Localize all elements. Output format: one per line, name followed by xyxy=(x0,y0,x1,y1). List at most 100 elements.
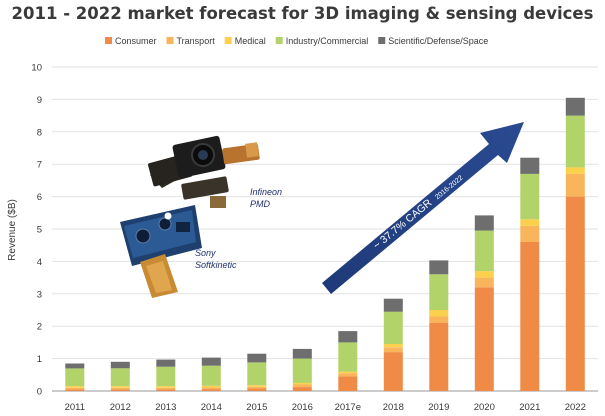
bar-2022-industry-commercial xyxy=(565,115,585,168)
bar-2014-industry-commercial xyxy=(201,365,221,386)
legend-swatch-consumer xyxy=(105,37,112,44)
bar-2016-transport xyxy=(292,384,312,388)
bar-2016-industry-commercial xyxy=(292,358,312,383)
y-tick-label: 10 xyxy=(31,63,42,74)
x-tick-label: 2022 xyxy=(565,402,586,413)
bar-2016-medical xyxy=(292,382,312,385)
y-tick-label: 5 xyxy=(37,225,42,236)
bars xyxy=(65,97,585,391)
bar-2022-medical xyxy=(565,167,585,174)
y-tick-label: 8 xyxy=(37,127,42,138)
chart-title: 2011 - 2022 market forecast for 3D imagi… xyxy=(11,4,594,23)
x-tick-label: 2020 xyxy=(474,402,495,413)
bar-2014-transport xyxy=(201,387,221,389)
legend-swatch-scientific-defense-space xyxy=(378,37,386,44)
bar-2013-transport xyxy=(156,387,176,390)
cagr-label: ~ 37.7% CAGR 2016-2022 xyxy=(369,168,466,252)
bar-2015-transport xyxy=(247,386,267,389)
caption-sony: Sony xyxy=(195,248,216,258)
bar-2011-industry-commercial xyxy=(65,368,85,387)
x-tick-label: 2017e xyxy=(335,402,361,413)
caption-infineon: Infineon xyxy=(250,187,282,197)
bar-2020-consumer xyxy=(474,287,494,391)
bar-2018-medical xyxy=(383,344,403,348)
camera-module-sony-softkinetic-image xyxy=(120,205,202,298)
bar-2015-industry-commercial xyxy=(247,362,267,386)
bar-2018-scientific-defense-space xyxy=(383,298,403,312)
legend: Consumer Transport Medical Industry/Commerc… xyxy=(105,36,488,46)
caption-softkinetic: Softkinetic xyxy=(195,260,237,270)
legend-label: Medical xyxy=(235,36,266,46)
bar-2022-transport xyxy=(565,173,585,197)
bar-2018-industry-commercial xyxy=(383,311,403,344)
bar-2020-medical xyxy=(474,271,494,278)
legend-swatch-transport xyxy=(166,37,174,44)
bar-2011-scientific-defense-space xyxy=(65,363,85,369)
bar-2013-scientific-defense-space xyxy=(156,359,176,367)
bar-2019-consumer xyxy=(429,323,449,391)
bar-2021-medical xyxy=(520,219,540,226)
bar-2019-transport xyxy=(429,316,449,323)
bar-2015-consumer xyxy=(247,388,267,391)
y-axis-label: Revenue ($B) xyxy=(7,199,18,261)
bar-2012-industry-commercial xyxy=(110,368,130,387)
x-tick-label: 2014 xyxy=(201,402,222,413)
bar-2020-scientific-defense-space xyxy=(474,215,494,231)
bar-2021-consumer xyxy=(520,242,540,391)
y-tick-label: 7 xyxy=(37,160,42,171)
bar-2019-medical xyxy=(429,310,449,317)
legend-label: Transport xyxy=(177,36,216,46)
y-tick-label: 9 xyxy=(37,95,42,106)
bar-2012-consumer xyxy=(110,389,130,391)
bar-2018-transport xyxy=(383,347,403,353)
camera-module-infineon-pmd-image xyxy=(148,135,260,208)
bar-2016-scientific-defense-space xyxy=(292,348,312,359)
bar-2017e-medical xyxy=(338,371,358,374)
bar-2017e-transport xyxy=(338,373,358,377)
x-tick-label: 2015 xyxy=(246,402,267,413)
legend-swatch-industry-commercial xyxy=(275,37,283,44)
bar-2015-medical xyxy=(247,385,267,387)
x-tick-label: 2013 xyxy=(155,402,176,413)
bar-2011-medical xyxy=(65,386,85,388)
bar-2021-industry-commercial xyxy=(520,173,540,220)
bar-2012-scientific-defense-space xyxy=(110,361,130,369)
bar-2021-transport xyxy=(520,225,540,242)
caption-pmd: PMD xyxy=(250,199,271,209)
bar-2019-industry-commercial xyxy=(429,274,449,310)
y-tick-label: 6 xyxy=(37,192,42,203)
bar-2020-transport xyxy=(474,277,494,288)
bar-2012-transport xyxy=(110,387,130,390)
y-tick-label: 4 xyxy=(37,257,42,268)
x-tick-label: 2018 xyxy=(383,402,404,413)
bar-2022-scientific-defense-space xyxy=(565,97,585,116)
y-tick-label: 3 xyxy=(37,289,42,300)
bar-2015-scientific-defense-space xyxy=(247,353,267,363)
bar-2017e-scientific-defense-space xyxy=(338,331,358,343)
bar-2014-scientific-defense-space xyxy=(201,357,221,366)
axes: 0 1 2 3 4 5 6 7 8 9 10 2011 2012 2013 2014 2015 2016 2017… xyxy=(31,63,598,413)
legend-swatch-medical xyxy=(224,37,232,44)
bar-2022-consumer xyxy=(565,196,585,391)
bar-2019-scientific-defense-space xyxy=(429,260,449,275)
y-tick-label: 1 xyxy=(37,354,42,365)
x-tick-label: 2021 xyxy=(519,402,540,413)
bar-2016-consumer xyxy=(292,387,312,391)
x-tick-label: 2019 xyxy=(428,402,449,413)
bar-2011-consumer xyxy=(65,389,85,391)
bar-2013-medical xyxy=(156,386,176,388)
bar-2017e-industry-commercial xyxy=(338,342,358,372)
bar-2014-consumer xyxy=(201,389,221,391)
x-tick-label: 2011 xyxy=(65,402,85,413)
bar-2013-industry-commercial xyxy=(156,366,176,387)
bar-2011-transport xyxy=(65,387,85,390)
y-tick-label: 0 xyxy=(37,387,42,398)
bar-2017e-consumer xyxy=(338,376,358,391)
bar-2021-scientific-defense-space xyxy=(520,157,540,174)
legend-label: Consumer xyxy=(115,36,157,46)
bar-2013-consumer xyxy=(156,389,176,391)
legend-label: Scientific/Defense/Space xyxy=(388,36,488,46)
bar-2018-consumer xyxy=(383,352,403,391)
x-tick-label: 2016 xyxy=(292,402,313,413)
